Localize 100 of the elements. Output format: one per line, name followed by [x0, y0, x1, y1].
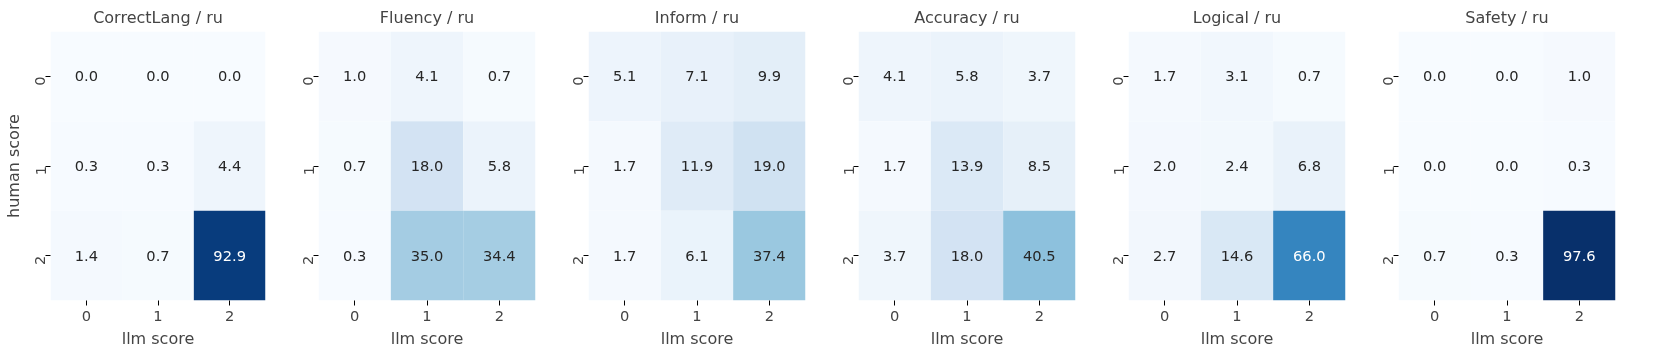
y-tick-label: 2 — [1109, 255, 1127, 265]
x-tick-label: 0 — [1430, 306, 1440, 324]
data-label: 0.0 — [1423, 67, 1447, 85]
data-label: 7.1 — [685, 67, 709, 85]
data-label: 2.4 — [1225, 157, 1249, 174]
y-tick-label: 0 — [839, 76, 857, 86]
data-label: 0.7 — [1297, 67, 1321, 85]
chart-title: CorrectLang / ru — [93, 7, 223, 27]
data-label: 0.7 — [343, 157, 367, 174]
data-label: 4.1 — [883, 67, 907, 85]
data-label: 40.5 — [1023, 246, 1056, 264]
y-tick-label: 0 — [1109, 76, 1127, 86]
x-tick-label: 0 — [350, 306, 360, 324]
data-label: 1.7 — [613, 157, 637, 174]
y-tick-label: 2 — [299, 255, 317, 265]
data-label: 0.7 — [146, 246, 170, 264]
data-label: 19.0 — [753, 157, 786, 174]
y-tick-label: 0 — [569, 76, 587, 86]
data-label: 5.1 — [613, 67, 637, 85]
data-label: 97.6 — [1563, 246, 1596, 264]
data-label: 9.9 — [757, 67, 781, 85]
data-label: 0.3 — [1567, 157, 1591, 174]
data-label: 0.3 — [74, 157, 98, 174]
data-label: 0.0 — [218, 67, 242, 85]
y-axis-title: human score — [3, 114, 23, 218]
data-label: 14.6 — [1220, 246, 1254, 264]
x-tick-label: 0 — [1160, 306, 1170, 324]
data-label: 4.4 — [218, 157, 242, 174]
x-tick-label: 2 — [1304, 306, 1314, 324]
data-label: 2.0 — [1153, 157, 1177, 174]
chart-title: Inform / ru — [654, 7, 740, 27]
x-axis-title: llm score — [121, 328, 195, 348]
y-tick-label: 0 — [31, 76, 49, 86]
data-label: 0.3 — [343, 246, 367, 264]
y-tick-label: 1 — [1379, 166, 1397, 176]
y-tick-label: 1 — [299, 166, 317, 176]
y-tick-label: 2 — [569, 255, 587, 265]
data-label: 5.8 — [487, 157, 511, 174]
data-label: 34.4 — [483, 246, 516, 264]
x-tick-label: 2 — [764, 306, 774, 324]
x-tick-label: 0 — [890, 306, 900, 324]
data-label: 0.0 — [1495, 67, 1519, 85]
x-axis-title: llm score — [1470, 328, 1544, 348]
data-label: 0.0 — [1495, 157, 1519, 174]
y-tick-label: 0 — [1379, 76, 1397, 86]
chart-title: Fluency / ru — [379, 7, 475, 27]
data-label: 6.1 — [685, 246, 709, 264]
data-label: 37.4 — [753, 246, 786, 264]
x-tick-label: 0 — [81, 306, 91, 324]
data-label: 1.7 — [613, 246, 637, 264]
x-tick-label: 2 — [1574, 306, 1584, 324]
data-label: 3.7 — [1027, 67, 1051, 85]
data-label: 0.0 — [146, 67, 170, 85]
x-axis-title: llm score — [660, 328, 734, 348]
chart-title: Accuracy / ru — [914, 7, 1020, 27]
y-tick-label: 0 — [299, 76, 317, 86]
x-axis-title: llm score — [1200, 328, 1274, 348]
data-label: 0.3 — [146, 157, 170, 174]
x-axis-title: llm score — [390, 328, 464, 348]
data-label: 18.0 — [950, 246, 984, 264]
data-label: 11.9 — [680, 157, 714, 174]
data-label: 0.7 — [487, 67, 511, 85]
y-tick-label: 1 — [1109, 166, 1127, 176]
data-label: 8.5 — [1027, 157, 1051, 174]
data-label: 3.7 — [883, 246, 907, 264]
data-label: 0.0 — [1423, 157, 1447, 174]
data-label: 2.7 — [1153, 246, 1177, 264]
x-tick-label: 0 — [620, 306, 630, 324]
data-label: 18.0 — [410, 157, 444, 174]
x-tick-label: 1 — [1232, 306, 1242, 324]
x-tick-label: 1 — [692, 306, 702, 324]
x-tick-label: 2 — [494, 306, 504, 324]
data-label: 0.7 — [1423, 246, 1447, 264]
chart-title: Safety / ru — [1465, 7, 1549, 27]
y-tick-label: 2 — [1379, 255, 1397, 265]
y-tick-label: 1 — [839, 166, 857, 176]
x-tick-label: 1 — [962, 306, 972, 324]
data-label: 1.0 — [1567, 67, 1591, 85]
x-tick-label: 1 — [153, 306, 163, 324]
x-tick-label: 2 — [1034, 306, 1044, 324]
x-tick-label: 2 — [225, 306, 235, 324]
x-tick-label: 1 — [1502, 306, 1512, 324]
y-tick-label: 1 — [569, 166, 587, 176]
data-label: 66.0 — [1293, 246, 1326, 264]
data-label: 0.0 — [74, 67, 98, 85]
data-label: 1.0 — [343, 67, 367, 85]
data-label: 35.0 — [410, 246, 444, 264]
data-label: 6.8 — [1297, 157, 1321, 174]
data-label: 13.9 — [950, 157, 984, 174]
data-label: 1.4 — [74, 246, 98, 264]
data-label: 3.1 — [1225, 67, 1249, 85]
data-label: 1.7 — [883, 157, 907, 174]
x-tick-label: 1 — [422, 306, 432, 324]
chart-title: Logical / ru — [1192, 7, 1282, 27]
y-tick-label: 2 — [839, 255, 857, 265]
data-label: 1.7 — [1153, 67, 1177, 85]
x-axis-title: llm score — [930, 328, 1004, 348]
y-tick-label: 2 — [31, 255, 49, 265]
data-label: 5.8 — [955, 67, 979, 85]
data-label: 4.1 — [415, 67, 439, 85]
